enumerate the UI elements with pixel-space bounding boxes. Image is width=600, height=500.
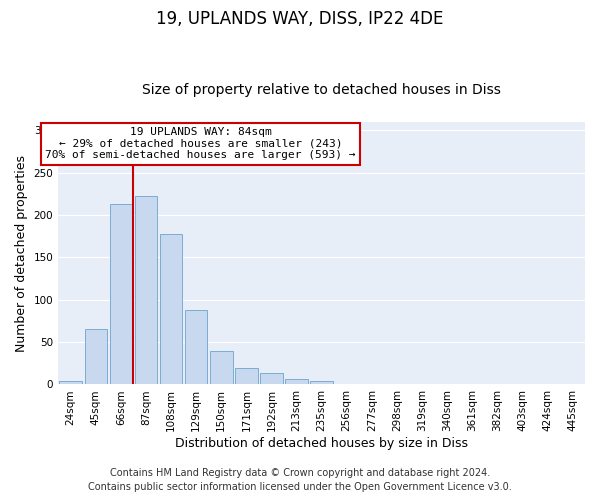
Bar <box>134 196 157 384</box>
Bar <box>185 310 208 384</box>
X-axis label: Distribution of detached houses by size in Diss: Distribution of detached houses by size … <box>175 437 468 450</box>
Title: Size of property relative to detached houses in Diss: Size of property relative to detached ho… <box>142 83 501 97</box>
Bar <box>59 381 82 384</box>
Bar <box>285 380 308 384</box>
Bar <box>235 368 257 384</box>
Text: Contains HM Land Registry data © Crown copyright and database right 2024.
Contai: Contains HM Land Registry data © Crown c… <box>88 468 512 492</box>
Bar <box>85 330 107 384</box>
Bar <box>210 352 233 384</box>
Bar <box>110 204 132 384</box>
Y-axis label: Number of detached properties: Number of detached properties <box>15 154 28 352</box>
Text: 19 UPLANDS WAY: 84sqm
← 29% of detached houses are smaller (243)
70% of semi-det: 19 UPLANDS WAY: 84sqm ← 29% of detached … <box>45 127 356 160</box>
Bar <box>260 372 283 384</box>
Bar <box>160 234 182 384</box>
Bar <box>310 381 333 384</box>
Text: 19, UPLANDS WAY, DISS, IP22 4DE: 19, UPLANDS WAY, DISS, IP22 4DE <box>157 10 443 28</box>
